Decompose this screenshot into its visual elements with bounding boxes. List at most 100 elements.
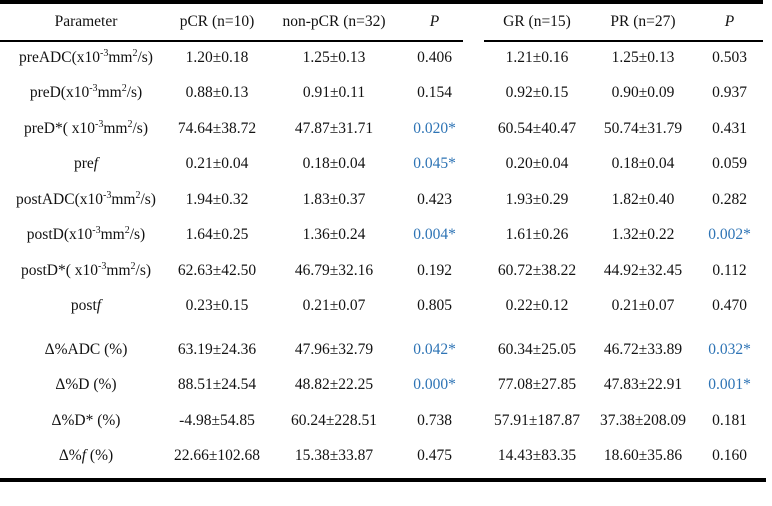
p-value-cell: 0.282 <box>712 190 747 208</box>
table-row: Δ%ADC (%) 63.19±24.36 47.96±32.79 0.042* 60.… <box>0 332 763 368</box>
value-cell: 37.38±208.09 <box>599 411 686 429</box>
value-cell: 15.38±33.87 <box>294 447 374 465</box>
param-cell: postADC(x10-3mm2/s) <box>16 189 156 208</box>
column-header-p-right: P <box>724 13 735 30</box>
value-cell: 48.82±22.25 <box>294 376 374 394</box>
p-value-cell: 0.002* <box>708 226 751 244</box>
column-header-pcr: pCR (n=10) <box>179 13 255 30</box>
value-cell: 18.60±35.86 <box>603 447 683 465</box>
value-cell: 0.88±0.13 <box>185 84 249 102</box>
table-row: pref 0.21±0.04 0.18±0.04 0.045* 0.20±0.04 0.1… <box>0 147 763 183</box>
value-cell: 22.66±102.68 <box>173 447 260 465</box>
value-cell: 14.43±83.35 <box>497 447 577 465</box>
value-cell: 63.19±24.36 <box>177 340 257 358</box>
value-cell: 1.21±0.16 <box>505 48 569 66</box>
p-value-cell: 0.431 <box>712 119 747 137</box>
p-value-cell: 0.032* <box>708 340 751 358</box>
param-cell: Δ%f (%) <box>58 447 114 465</box>
value-cell: 47.87±31.71 <box>294 119 374 137</box>
p-value-cell: 0.045* <box>413 155 456 173</box>
value-cell: 1.94±0.32 <box>185 190 249 208</box>
p-value-cell: 0.423 <box>417 190 452 208</box>
p-value-cell: 0.154 <box>417 84 452 102</box>
value-cell: 60.24±228.51 <box>290 411 377 429</box>
table-row: postf 0.23±0.15 0.21±0.07 0.805 0.22±0.12 0.2… <box>0 289 763 325</box>
header-underline-right <box>484 40 763 42</box>
table-row: postD*( x10-3mm2/s) 62.63±42.50 46.79±32.1… <box>0 253 763 289</box>
value-cell: 88.51±24.54 <box>177 376 257 394</box>
table-row: preD(x10-3mm2/s) 0.88±0.13 0.91±0.11 0.154 0… <box>0 76 763 112</box>
param-cell: postD*( x10-3mm2/s) <box>20 260 152 279</box>
value-cell: 44.92±32.45 <box>603 261 683 279</box>
value-cell: 1.20±0.18 <box>185 48 249 66</box>
param-cell: postD(x10-3mm2/s) <box>26 225 146 244</box>
value-cell: 50.74±31.79 <box>603 119 683 137</box>
value-cell: -4.98±54.85 <box>179 411 255 429</box>
value-cell: 1.36±0.24 <box>302 226 366 244</box>
column-header-pr: PR (n=27) <box>610 13 676 30</box>
table-row: postD(x10-3mm2/s) 1.64±0.25 1.36±0.24 0.004… <box>0 218 763 254</box>
table-row: Δ%D (%) 88.51±24.54 48.82±22.25 0.000* 77.08… <box>0 368 763 404</box>
value-cell: 0.92±0.15 <box>505 84 569 102</box>
table-row: preADC(x10-3mm2/s) 1.20±0.18 1.25±0.13 0.40… <box>0 40 763 76</box>
column-header-p-left: P <box>429 13 440 30</box>
column-header-gr: GR (n=15) <box>503 13 571 30</box>
value-cell: 0.91±0.11 <box>302 84 366 102</box>
value-cell: 0.22±0.12 <box>505 297 569 315</box>
value-cell: 60.54±40.47 <box>497 119 577 137</box>
value-cell: 47.96±32.79 <box>294 340 374 358</box>
section-gap <box>0 324 763 332</box>
value-cell: 57.91±187.87 <box>493 411 580 429</box>
header-underline-left <box>0 40 463 42</box>
p-value-cell: 0.470 <box>712 297 747 315</box>
param-cell: preD(x10-3mm2/s) <box>29 83 143 102</box>
value-cell: 47.83±22.91 <box>603 376 683 394</box>
p-value-cell: 0.020* <box>413 119 456 137</box>
param-cell: pref <box>73 155 99 173</box>
p-value-cell: 0.160 <box>712 447 747 465</box>
value-cell: 1.83±0.37 <box>302 190 366 208</box>
value-cell: 46.72±33.89 <box>603 340 683 358</box>
p-value-cell: 0.181 <box>712 411 747 429</box>
param-cell: Δ%ADC (%) <box>44 340 128 358</box>
table-row: preD*( x10-3mm2/s) 74.64±38.72 47.87±31.71… <box>0 111 763 147</box>
p-value-cell: 0.192 <box>417 261 452 279</box>
table-row: postADC(x10-3mm2/s) 1.94±0.32 1.83±0.37 0.4… <box>0 182 763 218</box>
param-cell: preD*( x10-3mm2/s) <box>24 118 148 137</box>
p-value-cell: 0.805 <box>417 297 452 315</box>
table-body: preADC(x10-3mm2/s) 1.20±0.18 1.25±0.13 0.40… <box>0 40 763 474</box>
value-cell: 0.18±0.04 <box>302 155 366 173</box>
param-cell: Δ%D* (%) <box>51 411 121 429</box>
value-cell: 77.08±27.85 <box>497 376 577 394</box>
p-value-cell: 0.503 <box>712 48 747 66</box>
column-header-parameter: Parameter <box>54 13 118 30</box>
param-cell: preADC(x10-3mm2/s) <box>19 47 153 66</box>
value-cell: 74.64±38.72 <box>177 119 257 137</box>
p-value-cell: 0.004* <box>413 226 456 244</box>
p-value-cell: 0.406 <box>417 48 452 66</box>
value-cell: 0.21±0.07 <box>611 297 675 315</box>
table-top-rule <box>0 0 763 4</box>
value-cell: 46.79±32.16 <box>294 261 374 279</box>
p-value-cell: 0.475 <box>417 447 452 465</box>
value-cell: 0.21±0.07 <box>302 297 366 315</box>
value-cell: 1.25±0.13 <box>302 48 366 66</box>
value-cell: 1.64±0.25 <box>185 226 249 244</box>
p-value-cell: 0.000* <box>413 376 456 394</box>
param-cell: postf <box>70 297 102 315</box>
table-bottom-rule <box>0 478 766 482</box>
value-cell: 0.20±0.04 <box>505 155 569 173</box>
value-cell: 0.18±0.04 <box>611 155 675 173</box>
value-cell: 1.82±0.40 <box>611 190 675 208</box>
table-header: Parameter pCR (n=10) non-pCR (n=32) P GR… <box>0 4 763 40</box>
p-value-cell: 0.059 <box>712 155 747 173</box>
p-value-cell: 0.937 <box>712 84 747 102</box>
table-row: Δ%f (%) 22.66±102.68 15.38±33.87 0.475 14.43… <box>0 439 763 475</box>
param-cell: Δ%D (%) <box>55 376 117 394</box>
value-cell: 1.93±0.29 <box>505 190 569 208</box>
p-value-cell: 0.001* <box>708 376 751 394</box>
table-row: Δ%D* (%) -4.98±54.85 60.24±228.51 0.738 57.9… <box>0 403 763 439</box>
value-cell: 62.63±42.50 <box>177 261 257 279</box>
value-cell: 1.32±0.22 <box>611 226 675 244</box>
